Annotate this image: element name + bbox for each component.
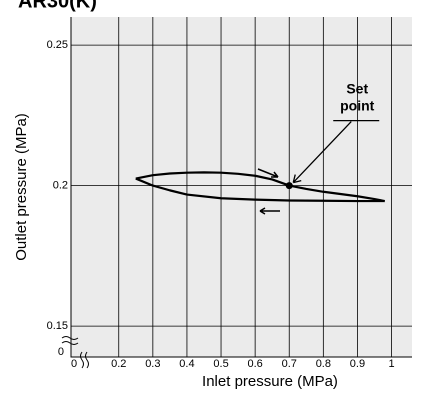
x-tick-label: 0.7: [282, 358, 297, 370]
direction-arrow: [259, 207, 280, 215]
x-tick-label: 0.4: [179, 358, 194, 370]
curve: [135, 177, 385, 203]
y-tick-label: 0.25: [47, 39, 68, 51]
y-axis-label: Outlet pressure (MPa): [13, 113, 30, 261]
set-point-label: Set: [346, 80, 368, 96]
x-tick-label: 0.5: [213, 358, 228, 370]
x-tick-label: 1: [388, 358, 394, 370]
x-tick-label: 0.9: [350, 358, 365, 370]
x-tick-label: 0.2: [111, 358, 126, 370]
set-point-label: point: [340, 97, 375, 113]
x-origin-label: 0: [71, 358, 77, 370]
curve: [135, 171, 385, 203]
x-tick-label: 0.6: [247, 358, 262, 370]
axis-frame: [70, 17, 412, 358]
y-tick-label: 0.15: [47, 320, 68, 332]
x-tick-label: 0.3: [145, 358, 160, 370]
x-tick-label: 0.8: [316, 358, 331, 370]
y-tick-label: 0.2: [53, 180, 68, 192]
set-point: [285, 182, 293, 190]
set-point-arrow: [292, 121, 352, 184]
x-axis-break: [80, 351, 89, 369]
x-axis-label: Inlet pressure (MPa): [202, 373, 338, 390]
direction-arrow: [257, 168, 279, 178]
chart-title: AR30(K): [18, 0, 97, 12]
plot-area: [71, 17, 412, 357]
y-axis-break: [61, 336, 79, 345]
y-origin-label: 0: [58, 346, 64, 358]
